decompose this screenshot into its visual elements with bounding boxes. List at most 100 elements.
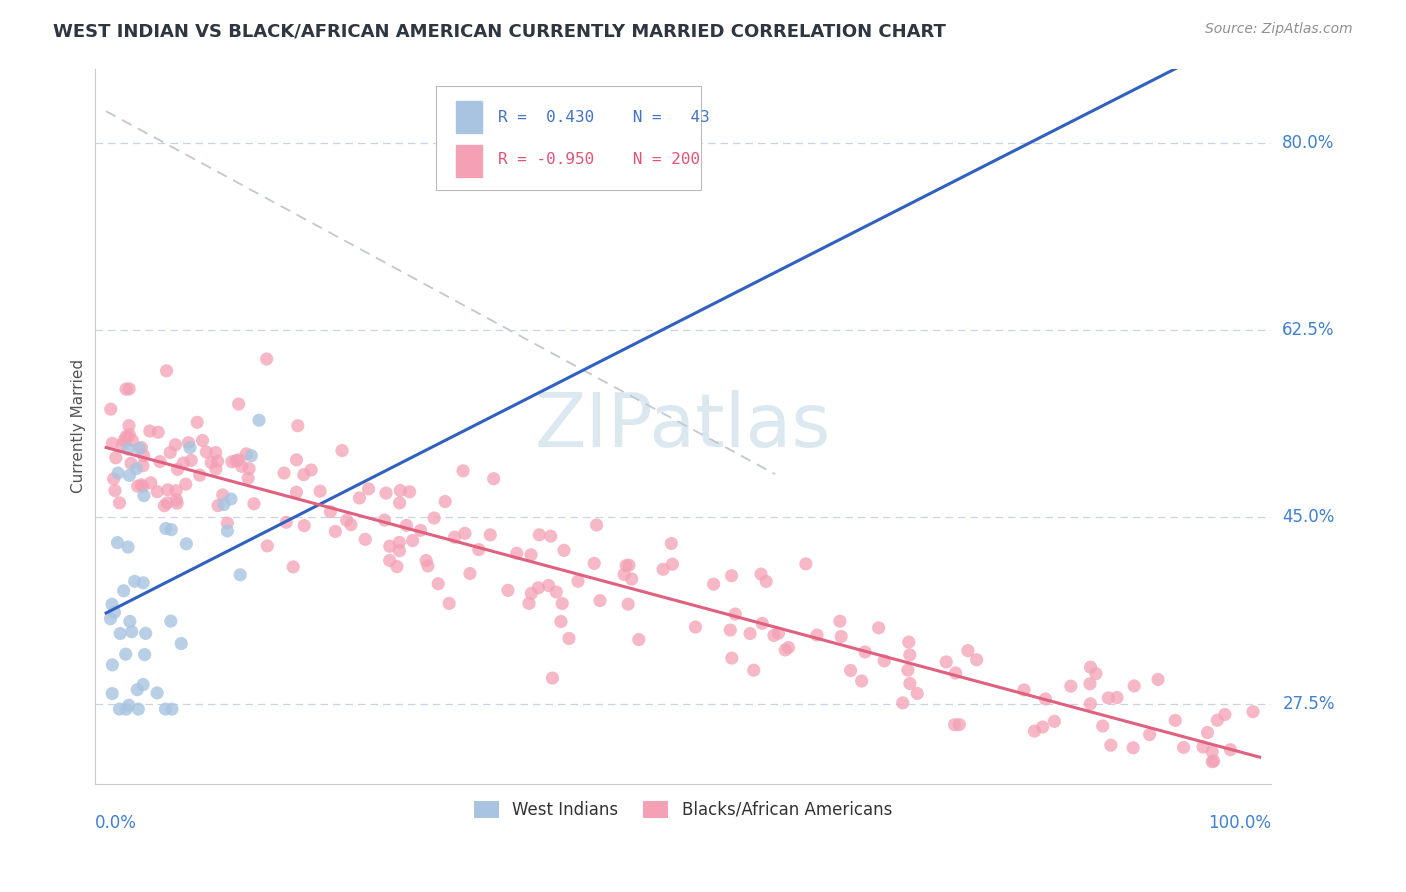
Point: [868, 621, 890, 635]
Point: [276, 516, 298, 530]
Point: [118, 468, 141, 483]
Point: [107, 535, 129, 549]
Point: [174, 477, 197, 491]
Point: [118, 418, 141, 433]
Point: [101, 597, 124, 611]
Point: [240, 449, 263, 463]
Point: [1147, 673, 1170, 687]
Point: [235, 447, 257, 461]
Point: [943, 718, 966, 732]
Point: [703, 577, 725, 591]
Point: [127, 479, 149, 493]
Point: [299, 463, 322, 477]
Point: [434, 494, 457, 508]
Point: [517, 596, 540, 610]
Text: 27.5%: 27.5%: [1282, 695, 1334, 713]
Point: [935, 655, 957, 669]
Point: [652, 562, 675, 576]
Point: [773, 643, 796, 657]
Point: [1241, 705, 1264, 719]
Point: [551, 597, 574, 611]
Point: [520, 548, 543, 562]
Point: [956, 643, 979, 657]
Point: [118, 615, 141, 629]
Point: [738, 626, 761, 640]
Text: WEST INDIAN VS BLACK/AFRICAN AMERICAN CURRENTLY MARRIED CORRELATION CHART: WEST INDIAN VS BLACK/AFRICAN AMERICAN CU…: [53, 22, 946, 40]
Point: [527, 581, 550, 595]
Point: [238, 461, 260, 475]
Point: [127, 682, 149, 697]
Point: [273, 466, 295, 480]
Point: [398, 484, 420, 499]
Point: [221, 455, 243, 469]
Point: [768, 626, 790, 640]
Point: [839, 664, 862, 678]
Point: [742, 663, 765, 677]
Point: [217, 516, 239, 530]
Point: [121, 434, 143, 448]
Point: [336, 513, 359, 527]
Point: [135, 626, 157, 640]
Point: [479, 528, 502, 542]
Point: [891, 696, 914, 710]
Point: [388, 543, 411, 558]
Point: [553, 543, 575, 558]
Point: [1122, 740, 1144, 755]
Point: [101, 436, 124, 450]
Point: [139, 424, 162, 438]
Point: [375, 486, 398, 500]
Point: [325, 524, 347, 539]
Point: [537, 578, 560, 592]
Point: [132, 449, 155, 463]
Point: [794, 557, 817, 571]
Point: [437, 596, 460, 610]
Point: [627, 632, 650, 647]
Point: [159, 614, 181, 628]
Point: [179, 441, 201, 455]
Point: [423, 511, 446, 525]
Point: [104, 450, 127, 465]
Point: [159, 445, 181, 459]
Point: [828, 614, 851, 628]
Point: [155, 364, 177, 378]
Point: [172, 456, 194, 470]
Point: [292, 467, 315, 482]
Point: [188, 468, 211, 483]
Point: [614, 558, 637, 573]
Point: [378, 539, 401, 553]
Point: [118, 382, 141, 396]
Point: [292, 518, 315, 533]
Point: [132, 458, 155, 473]
Point: [853, 645, 876, 659]
Point: [724, 607, 747, 621]
Point: [416, 558, 439, 573]
Point: [177, 435, 200, 450]
Point: [131, 441, 153, 455]
Point: [134, 648, 156, 662]
Text: 100.0%: 100.0%: [1208, 814, 1271, 832]
Point: [146, 686, 169, 700]
Point: [415, 553, 437, 567]
Point: [1078, 697, 1101, 711]
Bar: [456, 145, 482, 177]
Point: [1080, 660, 1102, 674]
Text: 45.0%: 45.0%: [1282, 508, 1334, 526]
Point: [617, 597, 640, 611]
Point: [165, 438, 187, 452]
Point: [659, 536, 682, 550]
Point: [149, 454, 172, 468]
Point: [409, 524, 432, 538]
Point: [620, 572, 643, 586]
Point: [1032, 720, 1054, 734]
Point: [385, 559, 408, 574]
Text: 0.0%: 0.0%: [94, 814, 136, 832]
Point: [1078, 677, 1101, 691]
Point: [567, 574, 589, 589]
Point: [540, 529, 562, 543]
Point: [160, 523, 183, 537]
Point: [585, 518, 607, 533]
Point: [247, 413, 270, 427]
Point: [755, 574, 778, 589]
Point: [139, 475, 162, 490]
Point: [718, 623, 741, 637]
